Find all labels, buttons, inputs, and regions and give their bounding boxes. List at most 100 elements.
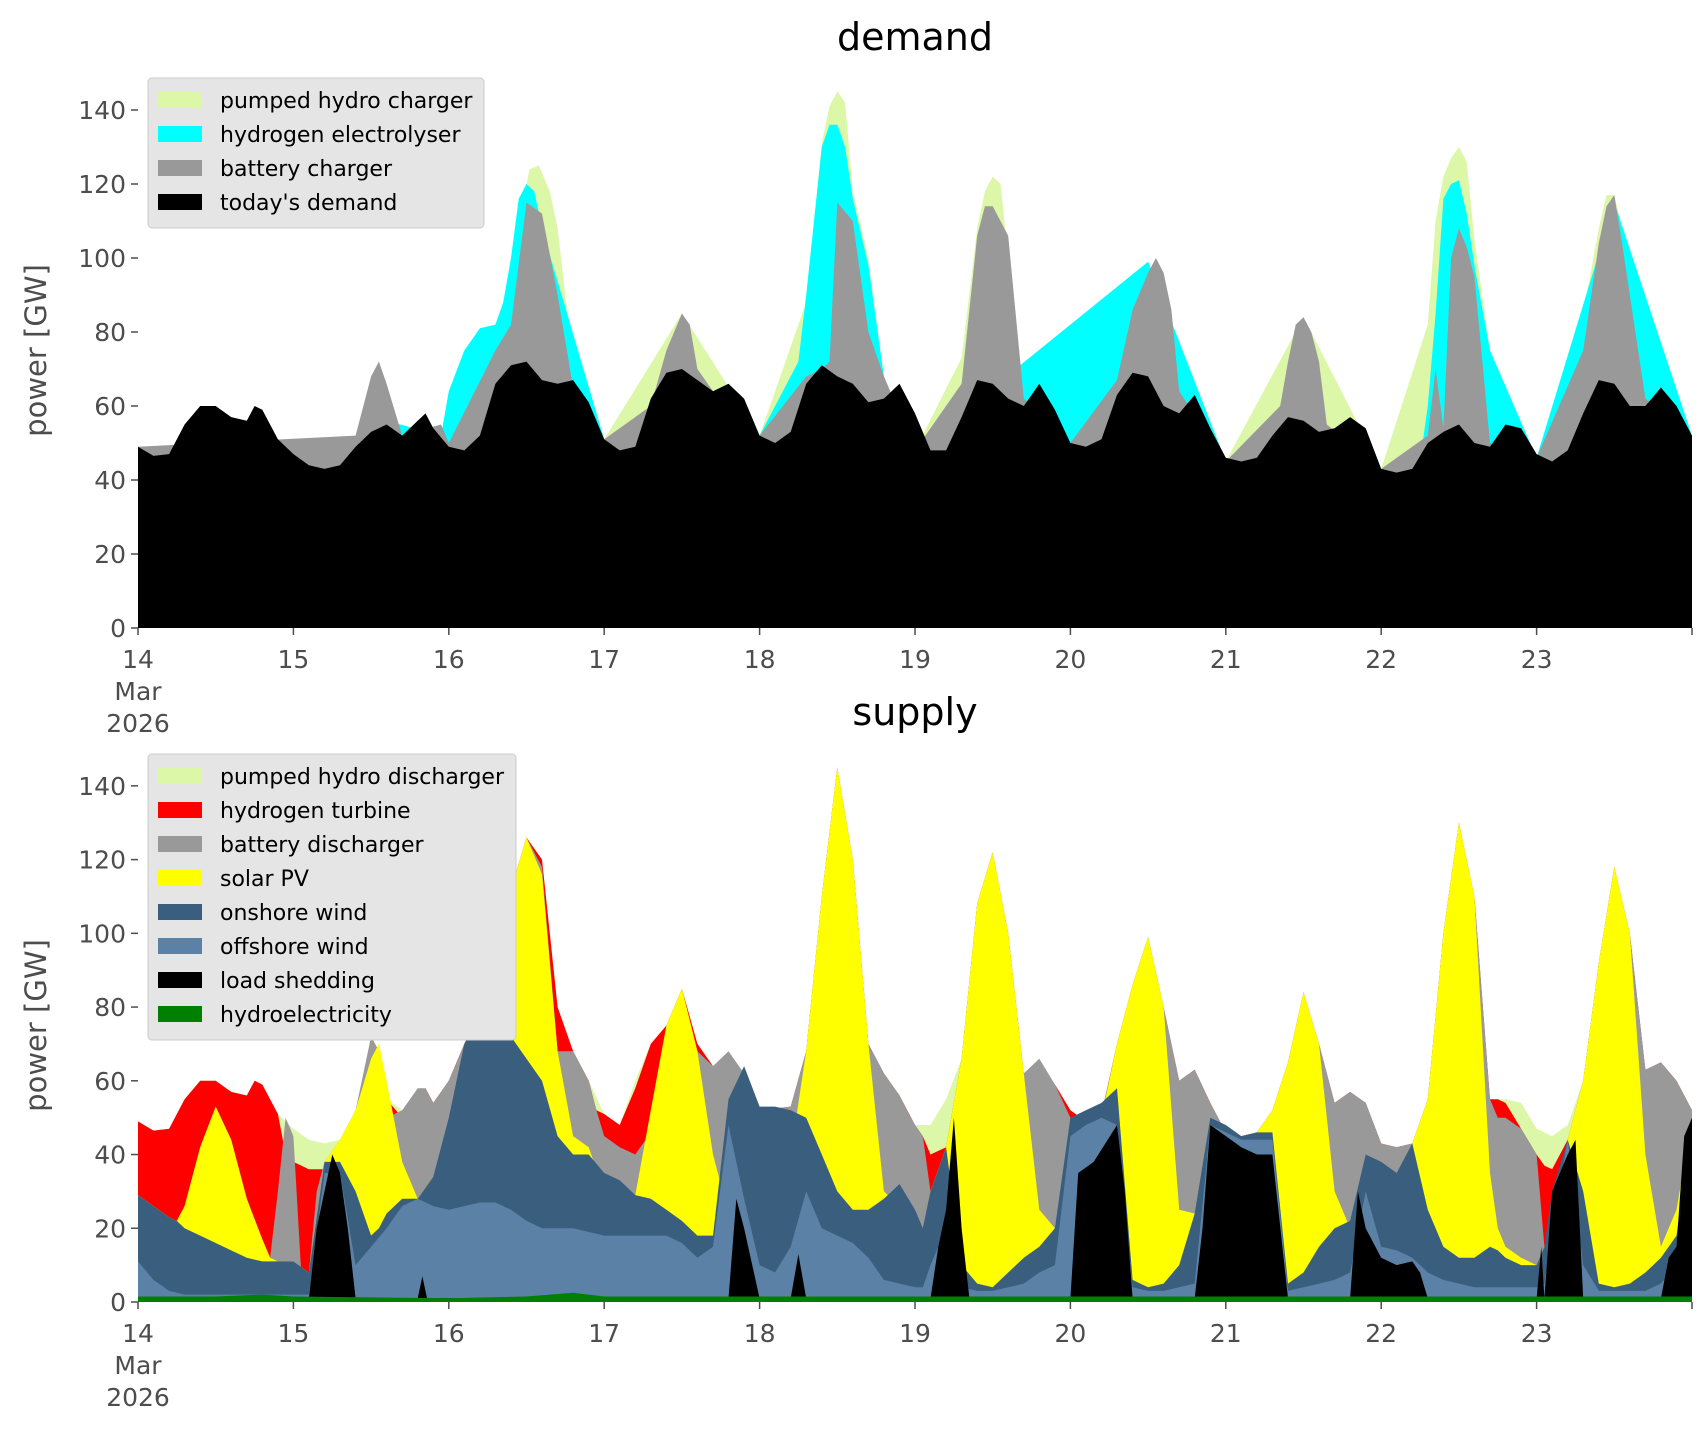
x-tick-label-line: 20 bbox=[1054, 645, 1086, 674]
x-tick-label-line: 17 bbox=[588, 1319, 620, 1348]
legend: pumped hydro discharger hydrogen turbine b… bbox=[147, 753, 517, 1041]
y-tick-label: 20 bbox=[94, 540, 126, 569]
legend-label: solar PV bbox=[220, 867, 309, 892]
legend-label: today's demand bbox=[220, 191, 397, 216]
legend-swatch-battery-discharger bbox=[158, 836, 202, 852]
legend-label: load shedding bbox=[220, 969, 375, 994]
chart-title: supply bbox=[852, 690, 977, 734]
x-tick-label: 18 bbox=[744, 645, 776, 674]
x-tick-label: 20 bbox=[1054, 1319, 1086, 1348]
legend-swatch-hydroelectricity bbox=[158, 1006, 202, 1022]
x-tick-label-line: Mar bbox=[114, 1351, 162, 1380]
x-tick-label-line: 2026 bbox=[106, 1383, 170, 1412]
x-tick-label: 17 bbox=[588, 645, 620, 674]
x-tick-label-line: 2026 bbox=[106, 709, 170, 738]
y-tick-label: 100 bbox=[78, 919, 126, 948]
y-tick-label: 20 bbox=[94, 1214, 126, 1243]
y-tick-label: 80 bbox=[94, 318, 126, 347]
x-tick-label: 16 bbox=[433, 645, 465, 674]
legend-swatch-pumped-hydro-charger bbox=[158, 92, 202, 108]
x-tick-label: 14 Mar 2026 bbox=[106, 1319, 170, 1412]
x-tick-label-line: 22 bbox=[1365, 645, 1397, 674]
x-tick-label: 22 bbox=[1365, 1319, 1397, 1348]
y-tick-label: 40 bbox=[94, 1141, 126, 1170]
x-tick-label: 19 bbox=[899, 645, 931, 674]
x-tick-label: 21 bbox=[1210, 1319, 1242, 1348]
legend-swatch-onshore-wind bbox=[158, 904, 202, 920]
x-tick-label-line: 21 bbox=[1210, 1319, 1242, 1348]
x-tick-label-line: 16 bbox=[433, 1319, 465, 1348]
legend-label: battery charger bbox=[220, 157, 393, 182]
x-tick-label-line: 15 bbox=[277, 1319, 309, 1348]
x-tick-label: 20 bbox=[1054, 645, 1086, 674]
y-axis: 0 20 40 60 80 100 120 140 bbox=[78, 772, 138, 1317]
x-tick-label: 16 bbox=[433, 1319, 465, 1348]
x-tick-label: 23 bbox=[1521, 645, 1553, 674]
y-axis-label: power [GW] bbox=[19, 264, 53, 437]
legend-label: hydrogen turbine bbox=[220, 799, 411, 824]
legend-swatch-offshore-wind bbox=[158, 938, 202, 954]
x-tick-label-line: 18 bbox=[744, 645, 776, 674]
x-tick-label: 15 bbox=[277, 1319, 309, 1348]
y-tick-label: 40 bbox=[94, 466, 126, 495]
legend-label: hydrogen electrolyser bbox=[220, 123, 461, 148]
y-tick-label: 100 bbox=[78, 244, 126, 273]
legend-swatch-hydrogen-electrolyser bbox=[158, 126, 202, 142]
x-tick-label-line: 19 bbox=[899, 1319, 931, 1348]
legend-label: hydroelectricity bbox=[220, 1003, 392, 1028]
demand-panel: demand power [GW] 0 20 40 60 80 100 120 140 14 Mar 2… bbox=[19, 15, 1693, 738]
x-tick-label: 15 bbox=[277, 645, 309, 674]
x-axis: 14 Mar 2026 15 16 17 18 19 20 21 22 23 bbox=[106, 628, 1693, 738]
x-tick-label: 19 bbox=[899, 1319, 931, 1348]
area-offshore-wind bbox=[138, 1117, 1692, 1302]
area-today-s-demand bbox=[138, 361, 1692, 628]
legend-swatch-solar-pv bbox=[158, 870, 202, 886]
y-tick-label: 0 bbox=[110, 1288, 126, 1317]
legend-label: pumped hydro charger bbox=[220, 89, 473, 114]
legend-label: battery discharger bbox=[220, 833, 425, 858]
legend-box bbox=[147, 77, 485, 229]
x-tick-label-line: 23 bbox=[1521, 645, 1553, 674]
x-tick-label-line: 18 bbox=[744, 1319, 776, 1348]
legend-label: pumped hydro discharger bbox=[220, 765, 505, 790]
legend-swatch-battery-charger bbox=[158, 160, 202, 176]
legend-swatch-hydrogen-turbine bbox=[158, 802, 202, 818]
x-tick-label-line: Mar bbox=[114, 677, 162, 706]
x-tick-label-line: 23 bbox=[1521, 1319, 1553, 1348]
x-tick-label: 18 bbox=[744, 1319, 776, 1348]
y-axis: 0 20 40 60 80 100 120 140 bbox=[78, 96, 138, 643]
legend-label: onshore wind bbox=[220, 901, 367, 926]
x-tick-label: 23 bbox=[1521, 1319, 1553, 1348]
area-hydroelectricity bbox=[138, 1292, 1692, 1302]
x-tick-label-line: 14 bbox=[122, 1319, 154, 1348]
legend: pumped hydro charger hydrogen electrolyse… bbox=[147, 77, 485, 229]
y-tick-label: 120 bbox=[78, 846, 126, 875]
legend-box bbox=[147, 753, 517, 1041]
y-axis-label: power [GW] bbox=[19, 939, 53, 1112]
x-tick-label-line: 22 bbox=[1365, 1319, 1397, 1348]
x-tick-label-line: 21 bbox=[1210, 645, 1242, 674]
stacked-areas bbox=[138, 91, 1692, 629]
y-tick-label: 140 bbox=[78, 96, 126, 125]
x-tick-label-line: 20 bbox=[1054, 1319, 1086, 1348]
x-tick-label-line: 15 bbox=[277, 645, 309, 674]
y-tick-label: 80 bbox=[94, 993, 126, 1022]
legend-swatch-pumped-hydro-discharger bbox=[158, 768, 202, 784]
x-tick-label: 17 bbox=[588, 1319, 620, 1348]
chart-title: demand bbox=[837, 15, 993, 59]
x-tick-label-line: 16 bbox=[433, 645, 465, 674]
x-axis: 14 Mar 2026 15 16 17 18 19 20 21 22 23 bbox=[106, 1302, 1693, 1412]
y-tick-label: 60 bbox=[94, 1067, 126, 1096]
x-tick-label-line: 14 bbox=[122, 645, 154, 674]
y-tick-label: 120 bbox=[78, 170, 126, 199]
x-tick-label-line: 17 bbox=[588, 645, 620, 674]
legend-swatch-load-shedding bbox=[158, 972, 202, 988]
legend-swatch-today-s-demand bbox=[158, 194, 202, 210]
x-tick-label: 22 bbox=[1365, 645, 1397, 674]
y-tick-label: 140 bbox=[78, 772, 126, 801]
x-tick-label: 21 bbox=[1210, 645, 1242, 674]
x-tick-label-line: 19 bbox=[899, 645, 931, 674]
supply-panel: supply power [GW] 0 20 40 60 80 100 120 140 14 Mar 2… bbox=[19, 690, 1693, 1412]
y-tick-label: 60 bbox=[94, 392, 126, 421]
